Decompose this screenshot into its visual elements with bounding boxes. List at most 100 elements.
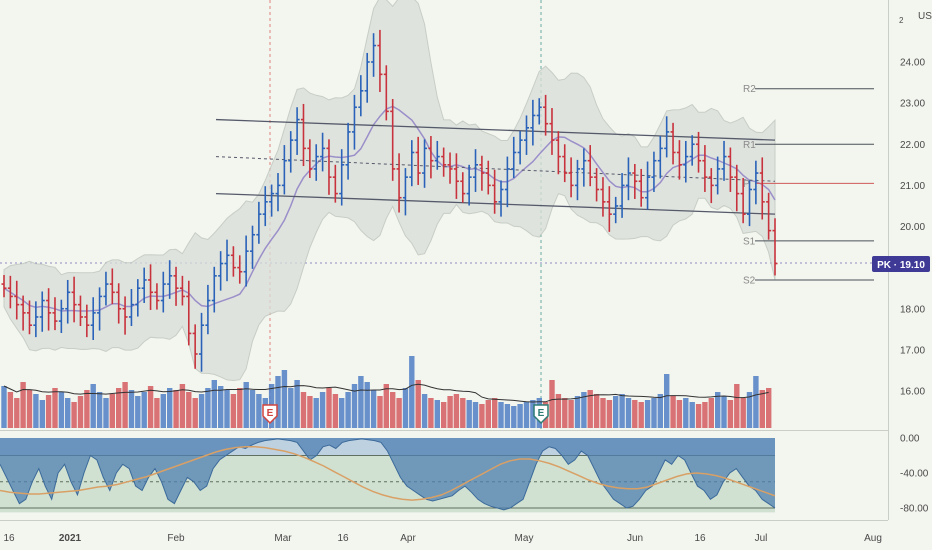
price-bar (90, 297, 96, 341)
earnings-marker-2[interactable]: E (533, 404, 549, 425)
volume-bar (715, 392, 721, 428)
price-bar (651, 151, 657, 192)
price-bar (441, 147, 447, 177)
price-bar (492, 169, 498, 214)
price-bar (116, 283, 122, 324)
volume-bar (702, 402, 708, 428)
volume-bar (683, 398, 689, 428)
volume-bar (319, 392, 326, 428)
volume-bar (370, 390, 377, 428)
pivot-label-s2: S2 (743, 275, 756, 286)
price-bar (211, 266, 217, 313)
price-bar (218, 251, 224, 291)
volume-bar (281, 370, 288, 428)
volume-bar (364, 382, 370, 428)
pivot-points: R2 R1 P S1 S2 (743, 84, 874, 286)
price-bar (562, 144, 568, 183)
price-bar (58, 299, 64, 334)
volume-bar (20, 382, 26, 428)
volume-bar (466, 400, 472, 428)
price-bar (485, 160, 491, 195)
price-bar (415, 136, 421, 185)
volume-bar (186, 392, 192, 428)
volume-bar (167, 388, 173, 428)
price-bar (670, 122, 676, 165)
price-bar (300, 103, 306, 167)
price-bar (332, 164, 338, 203)
volume-bar (472, 402, 479, 428)
price-bar (772, 218, 778, 276)
price-tick-label: 23.00 (900, 99, 925, 110)
volume-bar (243, 382, 249, 428)
currency-marker: 2 (899, 16, 904, 25)
earnings-marker-1[interactable]: E (262, 404, 278, 425)
price-tick-label: 16.00 (900, 387, 925, 398)
price-bar (587, 145, 593, 187)
time-tick-label: May (515, 533, 534, 544)
price-bar (466, 164, 472, 206)
price-bar (135, 279, 141, 317)
volume-bar (606, 400, 613, 428)
volume-bar (721, 396, 727, 428)
price-bar (759, 157, 765, 220)
price-bar (262, 186, 268, 227)
volume-bar (103, 398, 109, 428)
volume-bar (383, 384, 389, 428)
price-bar (52, 297, 58, 331)
volume-bar (740, 398, 746, 428)
price-bar (747, 180, 753, 227)
volume-bar (179, 384, 186, 428)
volume-bar (307, 396, 313, 428)
volume-bar (498, 402, 504, 428)
price-bar (708, 168, 714, 204)
volume-bar (447, 396, 453, 428)
price-bar (574, 159, 580, 201)
price-bar (84, 304, 90, 338)
price-bar (434, 140, 440, 170)
price-bar (243, 235, 249, 287)
earnings-marker-2-label: E (538, 408, 545, 419)
volume-bar (1, 386, 7, 428)
price-bar (77, 295, 83, 327)
price-bar (358, 75, 364, 117)
bollinger-basis-line (3, 105, 776, 312)
price-bar (141, 267, 147, 303)
price-bar (326, 139, 332, 195)
price-tick-label: 20.00 (900, 222, 925, 233)
volume-moving-average (3, 383, 769, 403)
price-bar (702, 145, 708, 192)
price-bar (97, 287, 103, 331)
volume-bar (192, 398, 198, 428)
volume-bar (409, 356, 415, 428)
price-bar (179, 275, 185, 306)
price-bar (148, 264, 154, 310)
oscillator (0, 438, 776, 513)
price-bar (581, 148, 587, 187)
price-bar (154, 283, 160, 310)
price-bar (715, 156, 721, 195)
volume-bar (128, 390, 135, 428)
price-bar (351, 94, 357, 150)
volume-bar (555, 394, 562, 428)
volume-bar (300, 392, 307, 428)
price-bar (192, 324, 198, 369)
volume-bar (288, 388, 294, 428)
price-bar (473, 149, 479, 192)
time-axis: 16 2021 Feb Mar 16 Apr May Jun 16 Jul Aug (3, 533, 881, 544)
price-bar (339, 149, 345, 206)
volume-bar (613, 396, 619, 428)
price-bar (696, 131, 702, 173)
volume-bar (396, 398, 402, 428)
price-bar (173, 266, 179, 306)
price-bar (632, 163, 638, 199)
volume-bar (224, 390, 230, 428)
pivot-label-s1: S1 (743, 236, 756, 247)
time-tick-label: 16 (3, 533, 15, 544)
price-bar (33, 301, 39, 338)
price-bar (313, 144, 319, 181)
price-tick-label: 17.00 (900, 345, 925, 356)
price-bar (734, 164, 740, 212)
volume-bar (523, 402, 530, 428)
oscillator-tick-label: -40.00 (900, 469, 929, 480)
